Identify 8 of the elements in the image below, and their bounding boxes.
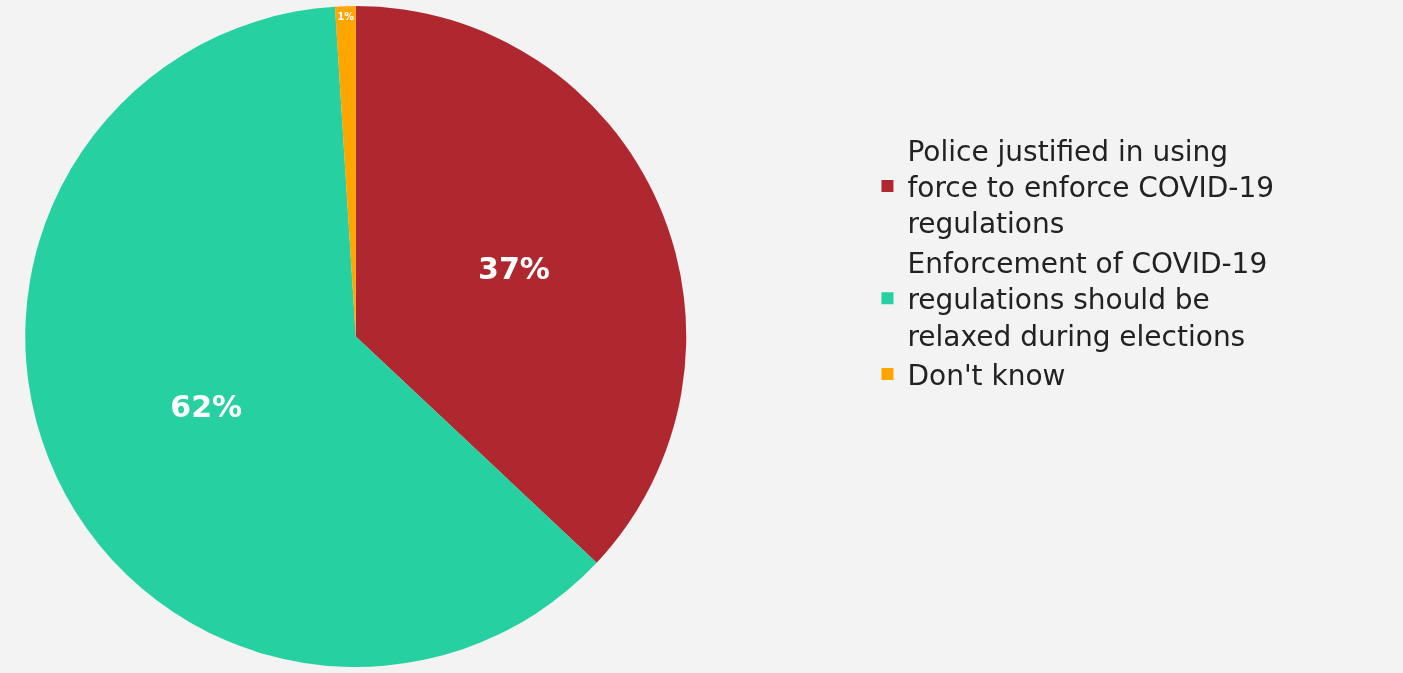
data-label: 1% <box>337 10 355 22</box>
data-label: 37% <box>478 250 550 286</box>
pie-slice <box>25 6 597 667</box>
data-label: 62% <box>170 389 243 425</box>
legend-label: Police justified in using force to enforce COVID-19 regulations <box>907 134 1275 241</box>
pie-slice <box>355 6 687 563</box>
legend-label: Enforcement of COVID-19 regulations should be relaxed during elections <box>907 246 1268 353</box>
legend-label: Don't know <box>907 359 1066 392</box>
